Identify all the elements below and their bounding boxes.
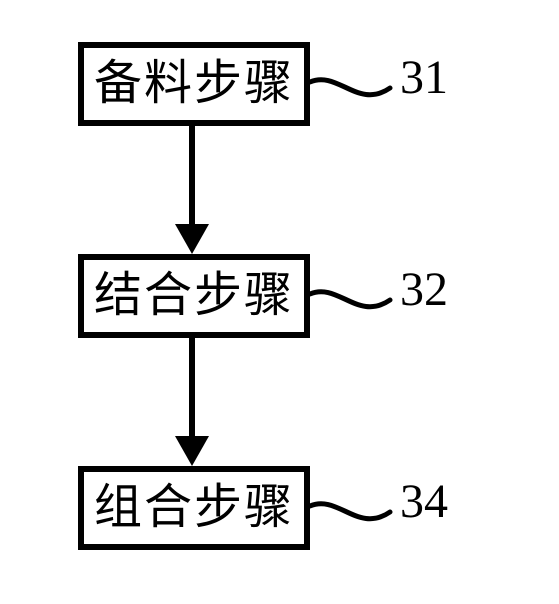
connector-34: [0, 0, 559, 604]
connector-label-34: 34: [400, 474, 448, 529]
flowchart-canvas: 备料步骤 结合步骤 组合步骤 31 32 34: [0, 0, 559, 604]
